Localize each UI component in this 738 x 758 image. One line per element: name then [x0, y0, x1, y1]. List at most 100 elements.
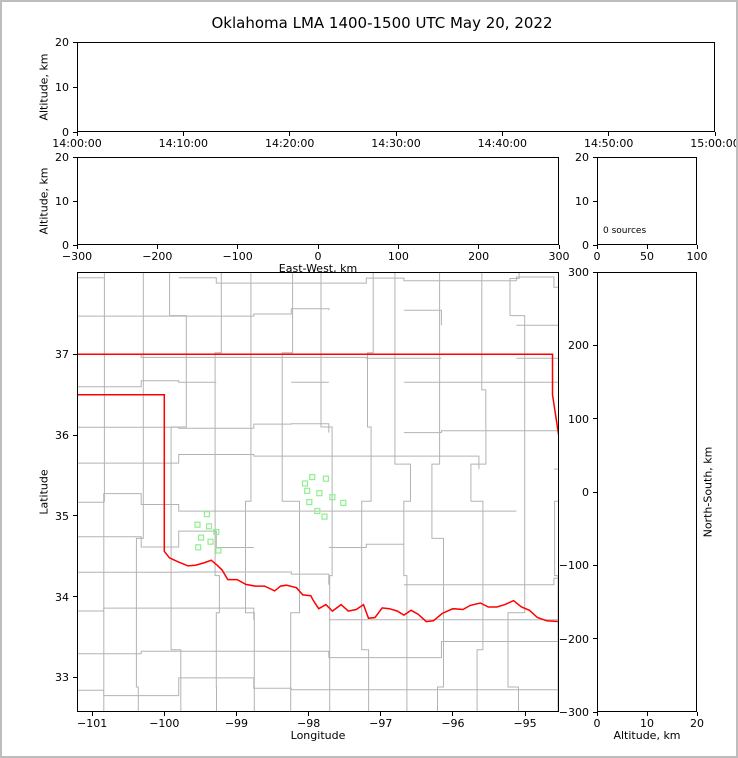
x-tick-mark	[235, 712, 237, 716]
x-tick-mark	[452, 712, 454, 716]
county-boundaries	[78, 273, 558, 711]
x-tick-mark	[156, 245, 158, 249]
x-tick-label: 14:40:00	[477, 137, 528, 150]
y-tick-mark	[73, 131, 77, 133]
lma-station-marker	[215, 547, 222, 554]
plan_map-canvas	[78, 273, 558, 711]
y-tick-mark	[593, 344, 597, 346]
y-tick-mark	[593, 564, 597, 566]
y-tick-label: 20	[55, 151, 69, 164]
x-tick-mark	[76, 132, 78, 136]
x-axis-label-ew_height: East-West, km	[278, 262, 358, 275]
y-tick-label: 10	[55, 195, 69, 208]
lma-station-marker	[304, 487, 311, 494]
x-tick-mark	[696, 245, 698, 249]
x-tick-mark	[397, 245, 399, 249]
lma-station-marker	[321, 513, 328, 520]
x-tick-label: 15:00:00	[690, 137, 738, 150]
x-tick-mark	[696, 712, 698, 716]
y-tick-label: 36	[55, 429, 69, 443]
x-tick-label: −100	[149, 717, 180, 730]
x-axis-label-plan_map: Longitude	[290, 729, 346, 742]
x-tick-label: −96	[441, 717, 465, 730]
x-tick-label: 300	[548, 250, 570, 263]
x-tick-mark	[182, 132, 184, 136]
x-tick-label: 0	[314, 250, 322, 263]
x-tick-label: 14:00:00	[52, 137, 102, 150]
lma-station-marker	[309, 474, 316, 481]
y-tick-label: 35	[55, 509, 69, 523]
panel-ew_height	[77, 157, 559, 245]
y-tick-mark	[73, 676, 77, 678]
sources-count-label: 0 sources	[603, 225, 647, 236]
x-tick-label: −98	[297, 717, 321, 730]
y-tick-mark	[593, 418, 597, 420]
panel-src_hist	[597, 157, 697, 245]
y-tick-mark	[593, 156, 597, 158]
y-tick-label: −100	[558, 559, 589, 573]
y-tick-label: 300	[568, 266, 589, 279]
y-tick-mark	[593, 200, 597, 202]
panel-ns_height	[597, 272, 697, 712]
y-tick-mark	[593, 491, 597, 493]
x-tick-label: −95	[513, 717, 537, 730]
y-tick-label: 0	[62, 126, 69, 139]
lma-station-marker	[314, 507, 321, 515]
x-tick-label: −100	[222, 250, 253, 263]
y-tick-label: 34	[55, 590, 69, 604]
x-tick-mark	[289, 132, 291, 136]
y-tick-label: 10	[575, 195, 589, 208]
lma-station-marker	[322, 475, 329, 482]
y-tick-label: 20	[575, 151, 589, 164]
x-tick-mark	[501, 132, 503, 136]
lma-station-marker	[329, 494, 336, 501]
y-tick-label: −200	[558, 632, 589, 646]
lma-station-marker	[316, 490, 323, 497]
x-tick-label: −97	[369, 717, 393, 730]
y-tick-mark	[73, 41, 77, 43]
x-tick-label: 0	[593, 250, 601, 263]
x-tick-label: 14:20:00	[264, 137, 315, 150]
x-tick-mark	[478, 245, 480, 249]
x-tick-mark	[317, 245, 319, 249]
y-tick-mark	[73, 596, 77, 598]
y-tick-label: 20	[55, 36, 69, 49]
x-tick-mark	[76, 245, 78, 249]
lma-station-marker	[301, 480, 309, 487]
x-tick-mark	[596, 245, 598, 249]
y-axis-label-time_height: Altitude, km	[37, 53, 51, 121]
y-tick-mark	[73, 434, 77, 436]
lma-station-marker	[205, 523, 213, 530]
y-tick-mark	[73, 156, 77, 158]
x-tick-label: 14:30:00	[371, 137, 421, 150]
y-tick-label: 0	[582, 239, 589, 252]
x-tick-label: −200	[142, 250, 173, 263]
state-boundary	[78, 353, 558, 436]
x-tick-label: 0	[593, 717, 601, 730]
lma-station-marker	[203, 511, 211, 518]
x-tick-mark	[608, 132, 610, 136]
figure-title: Oklahoma LMA 1400-1500 UTC May 20, 2022	[211, 14, 553, 32]
y-tick-mark	[593, 244, 597, 246]
lma-station-marker	[194, 521, 201, 528]
x-tick-mark	[237, 245, 239, 249]
panel-time_height	[77, 42, 715, 132]
y-tick-label: 0	[62, 239, 69, 252]
x-tick-label: 100	[686, 250, 708, 263]
state-boundary	[78, 393, 558, 623]
lma-station-marker	[213, 528, 220, 536]
y-tick-mark	[73, 353, 77, 355]
x-tick-label: 14:10:00	[158, 137, 209, 150]
x-tick-label: −101	[77, 717, 108, 730]
x-tick-label: 200	[468, 250, 490, 263]
lma-station-marker	[340, 499, 347, 506]
x-tick-mark	[596, 712, 598, 716]
x-tick-label: 10	[640, 717, 654, 730]
y-tick-label: 200	[568, 339, 589, 353]
y-tick-label: 0	[582, 486, 589, 499]
x-tick-label: 14:50:00	[583, 137, 634, 150]
x-tick-label: 20	[690, 717, 704, 730]
y-tick-mark	[593, 271, 597, 273]
x-axis-label-ns_height: Altitude, km	[613, 729, 681, 742]
